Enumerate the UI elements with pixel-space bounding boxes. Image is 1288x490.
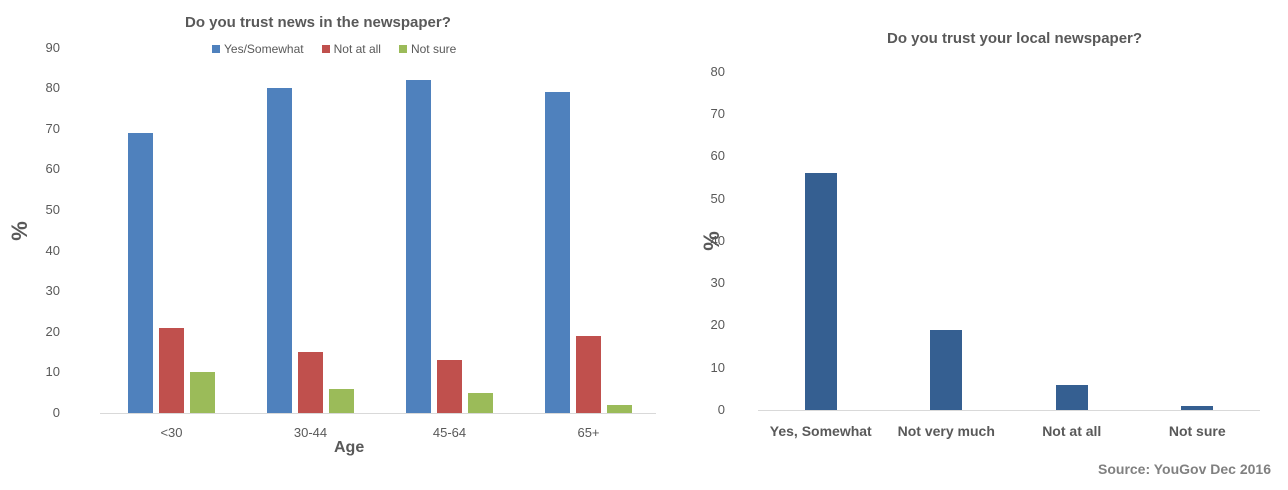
y-tick-label: 50 [45,202,60,217]
bar-not-sure-1 [329,388,354,413]
x-axis-line [758,410,1260,411]
y-tick-label: 80 [710,63,725,79]
legend-label: Yes/Somewhat [224,42,304,56]
legend-item: Not at all [321,42,381,56]
legend-label: Not at all [333,42,381,56]
bar-not-at-all [1055,384,1088,410]
x-tick-label: Not at all [1042,423,1102,439]
legend-label: Not sure [410,42,457,56]
y-tick-label: 0 [717,402,725,417]
y-tick-label: 10 [710,359,725,375]
bar-not-sure-3 [607,404,632,413]
x-axis-line [100,413,656,414]
bar-yes-somewhat-2 [406,80,431,413]
y-tick-label: 30 [45,283,60,299]
y-tick-label: 10 [45,364,60,380]
y-tick-label: 20 [45,323,60,339]
y-tick-label: 40 [45,242,60,258]
x-tick-label: 45-64 [432,425,467,440]
x-tick-label: Yes, Somewhat [769,423,872,439]
y-axis-label: % [698,231,724,251]
y-tick-label: 30 [710,275,725,291]
x-tick-label: <30 [160,425,183,440]
bar-not-at-all-3 [576,335,601,413]
y-tick-label: 0 [52,405,60,420]
y-tick-label: 60 [45,161,60,177]
y-tick-label: 70 [45,120,60,136]
y-tick-label: 60 [710,148,725,164]
x-axis-label: Age [334,439,365,456]
y-tick-label: 40 [710,232,725,248]
legend-swatch [321,45,330,53]
x-tick-label: Not sure [1168,423,1226,439]
x-tick-label: 65+ [577,425,600,440]
x-tick-label: Not very much [897,423,995,439]
y-tick-label: 50 [710,190,725,206]
bar-not-at-all-1 [298,352,323,413]
bar-not-sure-0 [190,372,215,413]
chart-trust-local-newspaper: Do you trust your local newspaper? 80 70 60… [680,0,1288,490]
bar-yes-somewhat-1 [267,88,292,413]
legend: Yes/Somewhat Not at all Not sure [212,42,456,56]
y-tick-label: 80 [45,80,60,96]
y-tick-label: 20 [710,317,725,333]
bar-yes-somewhat-3 [545,92,570,413]
chart-title: Do you trust your local newspaper? [887,30,1143,47]
chart-title: Do you trust news in the newspaper? [185,14,451,31]
source-note: Source: YouGov Dec 2016 [1098,461,1271,477]
bar-not-sure [1181,405,1214,410]
bar-not-very-much [930,329,963,410]
y-axis-label: % [6,221,32,241]
bar-yes-somewhat [804,173,837,410]
legend-item: Not sure [398,42,457,56]
legend-item: Yes/Somewhat [212,42,304,56]
legend-swatch [398,45,407,53]
bar-not-at-all-2 [437,360,462,413]
bar-yes-somewhat-0 [128,132,153,413]
y-tick-label: 70 [710,105,725,121]
bar-not-sure-2 [468,392,493,413]
x-tick-label: 30-44 [293,425,328,440]
y-tick-label: 90 [45,39,60,55]
chart-trust-news-by-age: Do you trust news in the newspaper? Yes/S… [6,14,656,456]
legend-swatch [212,45,220,53]
bar-not-at-all-0 [159,327,184,413]
